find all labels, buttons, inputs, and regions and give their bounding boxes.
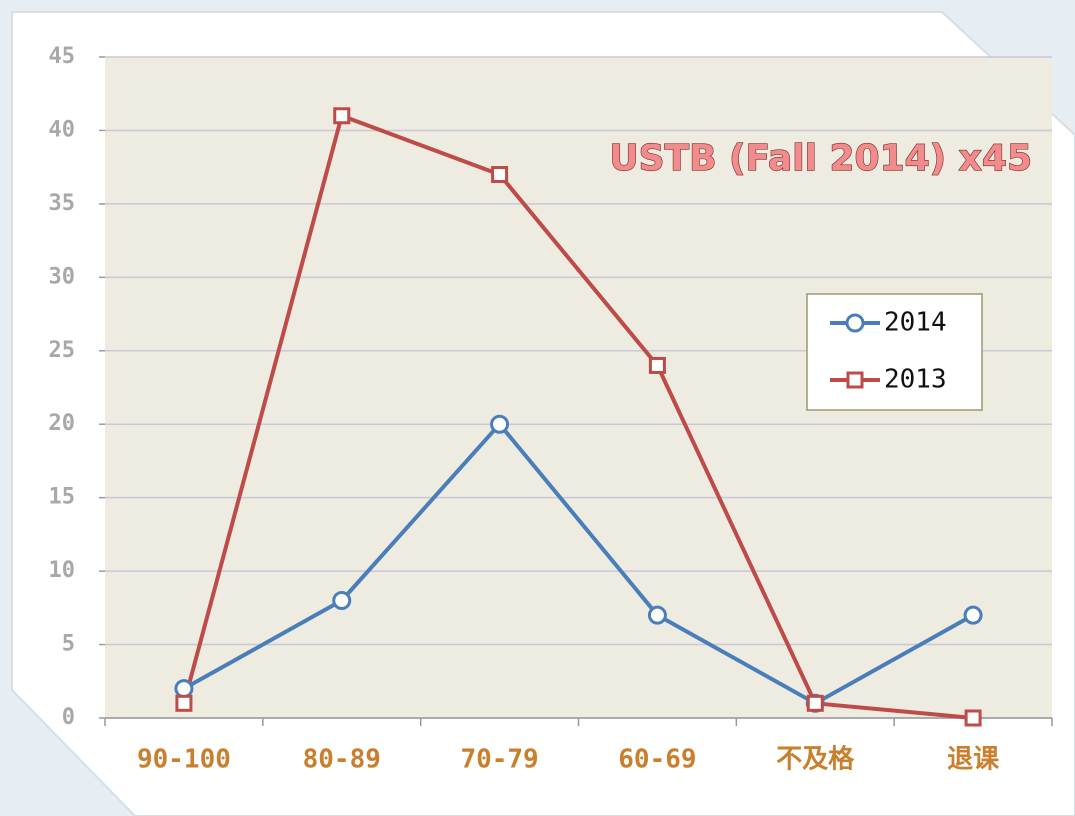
marker — [648, 356, 666, 374]
marker — [332, 590, 352, 610]
y-tick-label: 15 — [49, 485, 76, 510]
y-tick-label: 25 — [49, 338, 76, 363]
marker — [174, 679, 194, 699]
chart-title: USTB (Fall 2014) x45 — [609, 138, 1032, 179]
grid: 0 5 10 15 20 25 30 35 40 45 90-100 80-89 70-79 60-69 不… — [49, 44, 1053, 775]
legend: 2014 2013 — [830, 308, 947, 395]
x-tick-label: 不及格 — [776, 744, 855, 775]
marker — [964, 709, 982, 727]
marker — [333, 107, 351, 125]
marker — [491, 166, 509, 184]
legend-box — [806, 293, 983, 411]
x-tick-label: 70-79 — [460, 745, 538, 775]
marker — [175, 694, 193, 712]
y-tick-label: 30 — [49, 264, 76, 289]
x-tick-label: 60-69 — [618, 745, 696, 775]
legend-label: 2014 — [884, 308, 947, 338]
marker — [806, 694, 824, 712]
x-tick-label: 90-100 — [137, 745, 231, 775]
y-tick-label: 40 — [49, 117, 76, 142]
marker — [647, 605, 667, 625]
y-tick-label: 20 — [49, 411, 76, 436]
y-tick-label: 0 — [62, 705, 75, 730]
marker — [963, 605, 983, 625]
x-tick-label: 退课 — [947, 745, 1000, 775]
series-line — [182, 422, 975, 706]
marker — [846, 371, 864, 389]
series-line — [181, 113, 974, 720]
y-tick-label: 5 — [62, 632, 75, 657]
x-tick-label: 80-89 — [303, 745, 381, 775]
legend-label: 2013 — [884, 365, 947, 395]
y-tick-label: 10 — [49, 558, 76, 583]
y-tick-label: 45 — [49, 44, 76, 69]
marker — [845, 313, 865, 333]
y-tick-label: 35 — [49, 191, 76, 216]
lines — [174, 107, 983, 727]
marker — [490, 414, 510, 434]
